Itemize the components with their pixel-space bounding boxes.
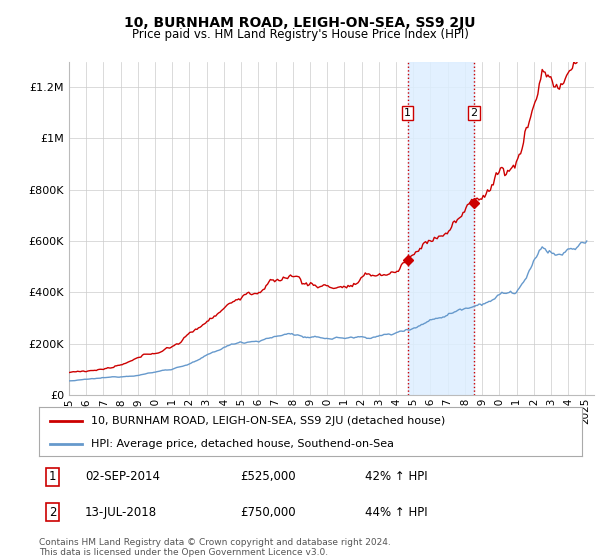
Text: 10, BURNHAM ROAD, LEIGH-ON-SEA, SS9 2JU (detached house): 10, BURNHAM ROAD, LEIGH-ON-SEA, SS9 2JU …	[91, 416, 445, 426]
Text: 2: 2	[49, 506, 56, 519]
Text: £750,000: £750,000	[240, 506, 296, 519]
Text: HPI: Average price, detached house, Southend-on-Sea: HPI: Average price, detached house, Sout…	[91, 439, 394, 449]
Text: 1: 1	[404, 108, 411, 118]
Text: Contains HM Land Registry data © Crown copyright and database right 2024.
This d: Contains HM Land Registry data © Crown c…	[39, 538, 391, 557]
Text: 02-SEP-2014: 02-SEP-2014	[85, 470, 160, 483]
Text: 2: 2	[470, 108, 478, 118]
Text: £525,000: £525,000	[240, 470, 296, 483]
Text: Price paid vs. HM Land Registry's House Price Index (HPI): Price paid vs. HM Land Registry's House …	[131, 28, 469, 41]
Text: 1: 1	[49, 470, 56, 483]
Text: 44% ↑ HPI: 44% ↑ HPI	[365, 506, 427, 519]
Bar	[407, 62, 474, 395]
Text: 13-JUL-2018: 13-JUL-2018	[85, 506, 157, 519]
Text: 42% ↑ HPI: 42% ↑ HPI	[365, 470, 427, 483]
Text: 10, BURNHAM ROAD, LEIGH-ON-SEA, SS9 2JU: 10, BURNHAM ROAD, LEIGH-ON-SEA, SS9 2JU	[124, 16, 476, 30]
